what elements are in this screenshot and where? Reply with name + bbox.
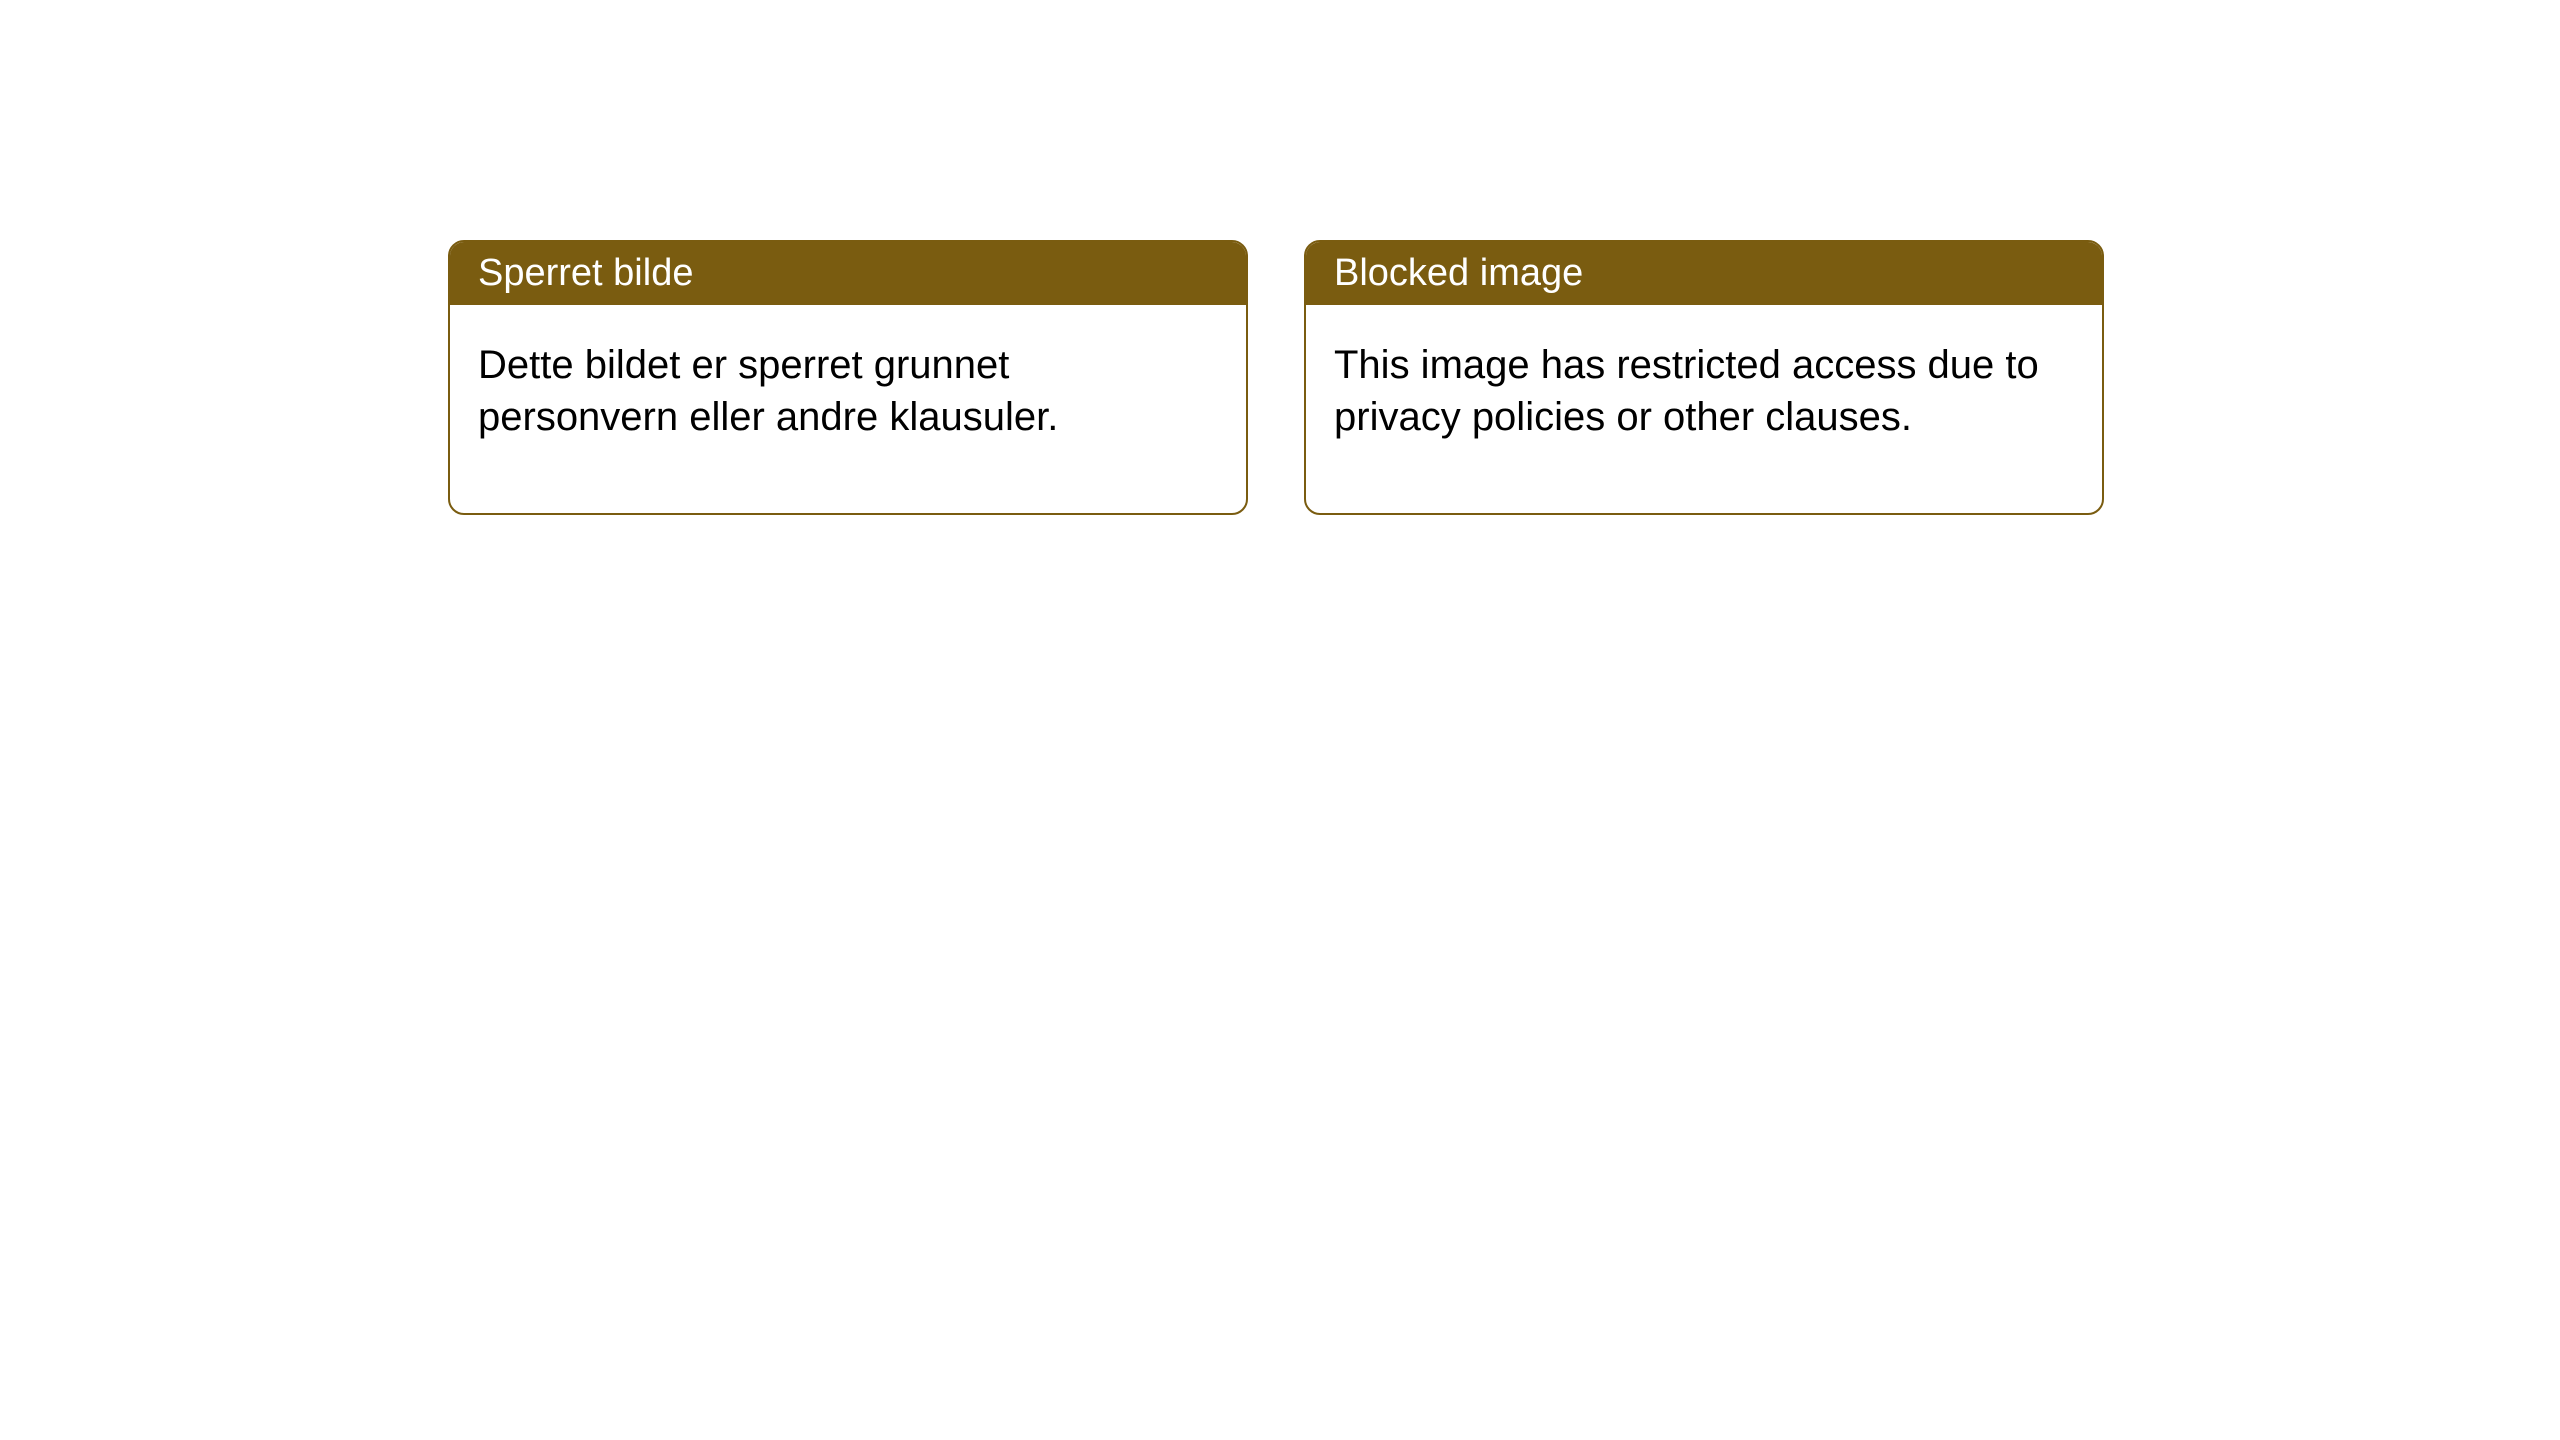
cards-container: Sperret bilde Dette bildet er sperret gr… [0,0,2560,515]
blocked-image-card-no: Sperret bilde Dette bildet er sperret gr… [448,240,1248,515]
card-title-en: Blocked image [1334,252,1583,294]
blocked-image-card-en: Blocked image This image has restricted … [1304,240,2104,515]
card-body-no: Dette bildet er sperret grunnet personve… [450,305,1246,513]
card-body-en: This image has restricted access due to … [1306,305,2102,513]
card-text-en: This image has restricted access due to … [1334,343,2039,439]
card-text-no: Dette bildet er sperret grunnet personve… [478,343,1058,439]
card-header-no: Sperret bilde [450,242,1246,305]
card-title-no: Sperret bilde [478,252,693,294]
card-header-en: Blocked image [1306,242,2102,305]
